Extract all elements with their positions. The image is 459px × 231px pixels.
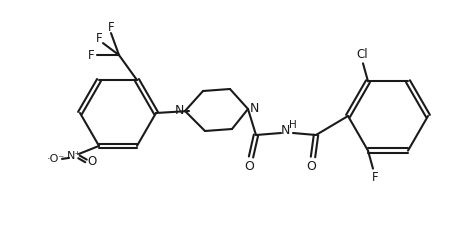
Text: O: O <box>305 159 315 173</box>
Text: F: F <box>371 171 377 184</box>
Text: F: F <box>107 21 114 33</box>
Text: H: H <box>289 120 296 130</box>
Text: O: O <box>87 155 96 168</box>
Text: N: N <box>174 103 183 116</box>
Text: F: F <box>95 32 102 45</box>
Text: ·O⁻: ·O⁻ <box>47 154 65 164</box>
Text: F: F <box>88 49 94 62</box>
Text: N⁺: N⁺ <box>67 151 81 161</box>
Text: N: N <box>249 103 258 116</box>
Text: N: N <box>280 124 289 137</box>
Text: O: O <box>244 159 253 173</box>
Text: Cl: Cl <box>355 48 367 61</box>
